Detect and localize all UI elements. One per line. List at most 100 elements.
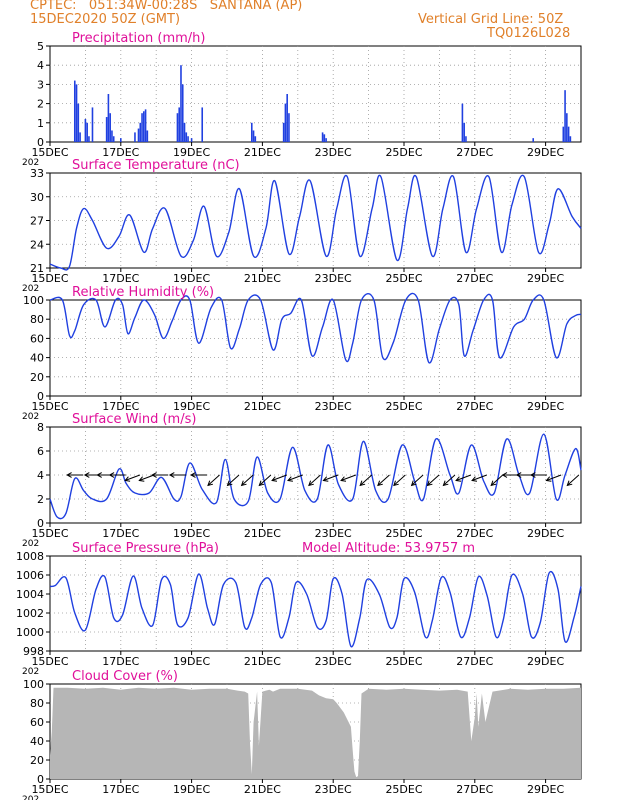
y-tick-label: 2 <box>37 493 44 506</box>
y-tick-label: 0 <box>37 773 44 786</box>
y-tick-label: 1004 <box>16 588 44 601</box>
precip-bar <box>284 103 287 142</box>
wind-series-line <box>49 433 582 520</box>
precip-bar <box>109 113 111 142</box>
precip-bar <box>190 138 193 142</box>
panel-title: Surface Temperature (nC) <box>72 158 240 173</box>
x-tick-label: 17DEC <box>102 400 139 413</box>
precip-bar <box>562 126 565 142</box>
wind-arrowhead <box>138 476 145 482</box>
x-tick-label: 29DEC <box>527 655 564 668</box>
x-tick-label: 19DEC <box>173 272 210 285</box>
wind-vector <box>443 474 456 486</box>
wind-vector <box>207 474 220 486</box>
precip-bar <box>288 113 290 142</box>
x-tick-label: 23DEC <box>315 146 352 159</box>
x-year-label: 202 <box>22 412 39 422</box>
y-tick-label: 100 <box>23 294 44 307</box>
precip-bar <box>139 122 142 142</box>
x-tick-label: 25DEC <box>385 146 422 159</box>
precip-bar <box>84 118 87 142</box>
y-tick-label: 998 <box>23 645 44 658</box>
wind-arrowhead <box>393 480 399 487</box>
x-tick-label: 23DEC <box>315 400 352 413</box>
precip-bar <box>252 130 255 142</box>
x-tick-label: 25DEC <box>385 527 422 540</box>
precip-bar <box>141 113 143 142</box>
wind-vector <box>308 474 321 486</box>
precip-bar <box>254 136 257 142</box>
wind-arrowhead <box>566 480 573 487</box>
precip-bar <box>77 103 80 142</box>
x-tick-label: 17DEC <box>102 272 139 285</box>
wind-vector <box>323 474 339 481</box>
x-tick-label: 15DEC <box>31 272 68 285</box>
y-tick-label: 30 <box>30 191 44 204</box>
precip-bar <box>112 136 115 142</box>
wind-arrowhead <box>83 472 90 478</box>
wind-arrowhead <box>108 472 115 478</box>
y-tick-label: 8 <box>37 421 44 434</box>
x-tick-label: 15DEC <box>31 527 68 540</box>
precip-bar <box>105 117 108 142</box>
precip-bar <box>88 136 90 142</box>
y-tick-label: 60 <box>30 716 44 729</box>
wind-vector <box>566 474 580 486</box>
y-tick-label: 40 <box>30 735 44 748</box>
precip-bar <box>201 107 204 142</box>
y-tick-label: 1002 <box>16 607 44 620</box>
y-tick-label: 0 <box>37 517 44 530</box>
wind-arrowhead <box>168 472 175 478</box>
y-tick-label: 1 <box>37 117 44 130</box>
x-year-label: 202 <box>22 284 39 294</box>
precip-bar <box>107 94 110 142</box>
x-tick-label: 21DEC <box>244 655 281 668</box>
precip-bar <box>111 130 113 142</box>
y-tick-label: 1006 <box>16 569 44 582</box>
precip-bar <box>146 130 149 142</box>
precip-bar <box>120 138 122 142</box>
pressure-series-line <box>49 570 582 648</box>
wind-vector <box>359 474 373 486</box>
panel-pressure: 998 1000 1002 1004 1006 1008 15DEC 17DEC 19DEC 21… <box>16 541 582 677</box>
precip-bar <box>185 132 188 142</box>
precip-bar <box>79 132 81 142</box>
panel-frame <box>49 172 582 269</box>
x-year-label: 202 <box>22 795 39 800</box>
precip-bar <box>73 80 76 142</box>
x-tick-label: 17DEC <box>102 655 139 668</box>
x-tick-label: 23DEC <box>315 527 352 540</box>
x-tick-label: 19DEC <box>173 400 210 413</box>
x-year-label: 202 <box>22 667 39 677</box>
x-tick-label: 15DEC <box>31 655 68 668</box>
x-tick-label: 21DEC <box>244 527 281 540</box>
wind-arrowhead <box>96 472 102 478</box>
wind-vector <box>340 474 356 481</box>
panel-title: Surface Wind (m/s) <box>72 412 196 427</box>
x-tick-label: 29DEC <box>527 527 564 540</box>
x-tick-label: 19DEC <box>173 527 210 540</box>
panel-rh: 0 20 40 60 80 100 15DEC 17DEC 19DEC 21DEC 23DEC 25D… <box>22 285 582 422</box>
wind-vector <box>455 474 472 481</box>
wind-vector <box>124 474 141 481</box>
wind-vector <box>377 474 390 486</box>
y-tick-label: 20 <box>30 371 44 384</box>
panel-frame <box>49 426 582 524</box>
model-altitude-label: Model Altitude: 53.9757 m <box>302 541 475 556</box>
wind-arrowhead <box>226 480 233 487</box>
precip-bar <box>321 132 324 142</box>
precip-bar <box>569 136 572 142</box>
x-tick-label: 29DEC <box>527 783 564 796</box>
wind-arrowhead <box>190 472 196 478</box>
x-tick-label: 23DEC <box>315 783 352 796</box>
precip-bar <box>183 122 186 142</box>
precip-bar <box>178 107 181 142</box>
panel-temp: 21 24 27 30 33 15DEC 17DEC 19DEC 21DEC 23DEC 25DEC… <box>22 158 582 294</box>
y-tick-label: 0 <box>37 390 44 403</box>
wind-arrowhead <box>66 472 72 478</box>
y-tick-label: 21 <box>30 262 44 275</box>
precip-bar <box>143 111 145 142</box>
wind-vector <box>393 474 406 486</box>
precip-bar <box>286 94 288 142</box>
wind-arrowhead <box>410 480 417 487</box>
